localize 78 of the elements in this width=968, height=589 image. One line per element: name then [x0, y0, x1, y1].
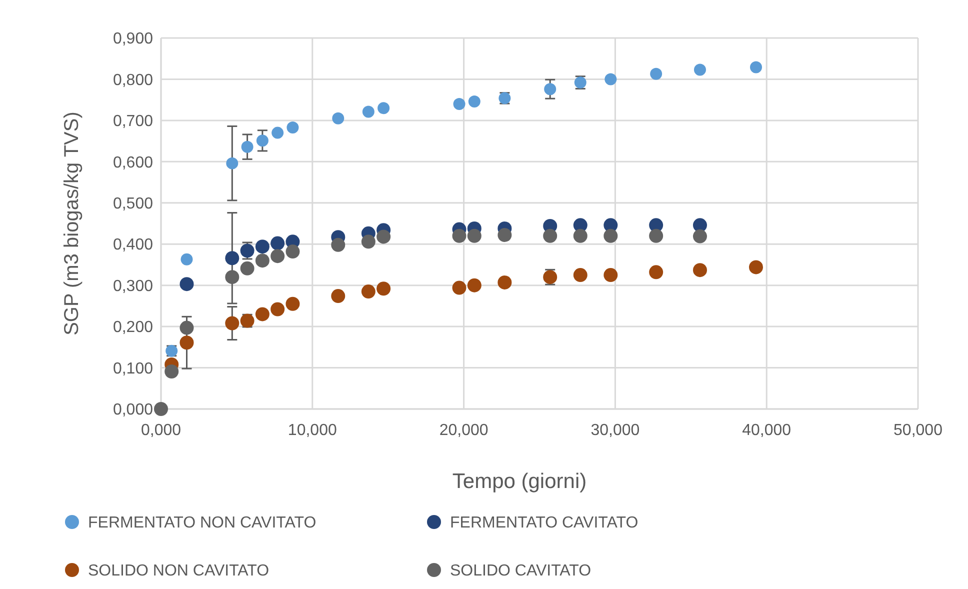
point	[270, 302, 285, 316]
y-tick-label: 0,300	[112, 278, 154, 295]
point	[226, 157, 238, 170]
point	[256, 134, 268, 147]
point	[692, 229, 707, 244]
point	[378, 102, 390, 114]
point	[180, 277, 194, 292]
y-tick-label: 0,800	[112, 72, 154, 89]
point	[286, 244, 300, 259]
y-tick-label: 0,400	[112, 236, 154, 254]
point	[498, 228, 512, 242]
point	[452, 280, 466, 295]
y-tick-label: 0,500	[112, 195, 154, 212]
point	[180, 336, 194, 350]
point	[692, 263, 707, 278]
point	[270, 249, 285, 264]
point	[362, 106, 374, 118]
point	[180, 320, 194, 335]
point	[544, 83, 556, 96]
point	[361, 234, 376, 249]
x-tick-label: 0,000	[140, 422, 182, 439]
point	[180, 253, 193, 266]
point	[543, 228, 558, 243]
x-axis-title: Tempo (giorni)	[452, 470, 587, 493]
legend-label: FERMENTATO NON CAVITATO	[88, 514, 316, 532]
point	[164, 364, 179, 378]
point	[573, 228, 588, 243]
point	[286, 296, 300, 311]
point	[604, 73, 617, 86]
point	[286, 121, 299, 134]
point	[649, 228, 664, 243]
point	[650, 68, 662, 80]
point	[255, 240, 270, 254]
point	[750, 61, 762, 74]
y-tick-label: 0,600	[112, 154, 154, 172]
y-axis-title: SGP (m3 biogas/kg TVS)	[61, 112, 83, 336]
x-tick-label: 40,000	[742, 422, 792, 439]
point	[240, 261, 254, 276]
point	[468, 95, 480, 108]
legend-label: FERMENTATO CAVITATO	[450, 514, 638, 532]
point	[331, 289, 346, 304]
point	[604, 268, 618, 282]
y-tick-label: 0,000	[112, 402, 154, 419]
x-tick-label: 10,000	[288, 422, 337, 439]
point	[376, 230, 391, 244]
point	[255, 254, 270, 268]
legend-label: SOLIDO NON CAVITATO	[88, 562, 270, 580]
point	[604, 228, 618, 243]
point	[692, 218, 707, 232]
point	[694, 64, 706, 76]
point	[331, 238, 346, 252]
y-tick-label: 0,700	[112, 113, 154, 130]
point	[255, 307, 270, 322]
x-tick-label: 50,000	[894, 422, 943, 439]
point	[361, 284, 376, 299]
x-tick-label: 30,000	[590, 422, 640, 439]
point	[467, 228, 482, 243]
point	[376, 282, 391, 296]
point	[573, 268, 588, 282]
y-tick-label: 0,900	[112, 30, 154, 48]
point	[498, 275, 512, 290]
y-tick-label: 0,200	[112, 319, 154, 336]
point	[649, 265, 664, 280]
point	[225, 316, 240, 330]
legend-label: SOLIDO CAVITATO	[450, 562, 592, 580]
point	[225, 251, 240, 266]
point	[467, 278, 482, 292]
point	[452, 228, 466, 243]
point	[749, 260, 763, 274]
point	[241, 140, 254, 153]
point	[332, 112, 344, 124]
point	[272, 126, 284, 139]
point	[225, 270, 240, 284]
x-tick-label: 20,000	[439, 422, 488, 439]
point	[270, 236, 285, 250]
point	[154, 402, 168, 416]
point	[453, 98, 466, 110]
y-tick-label: 0,100	[112, 360, 154, 378]
